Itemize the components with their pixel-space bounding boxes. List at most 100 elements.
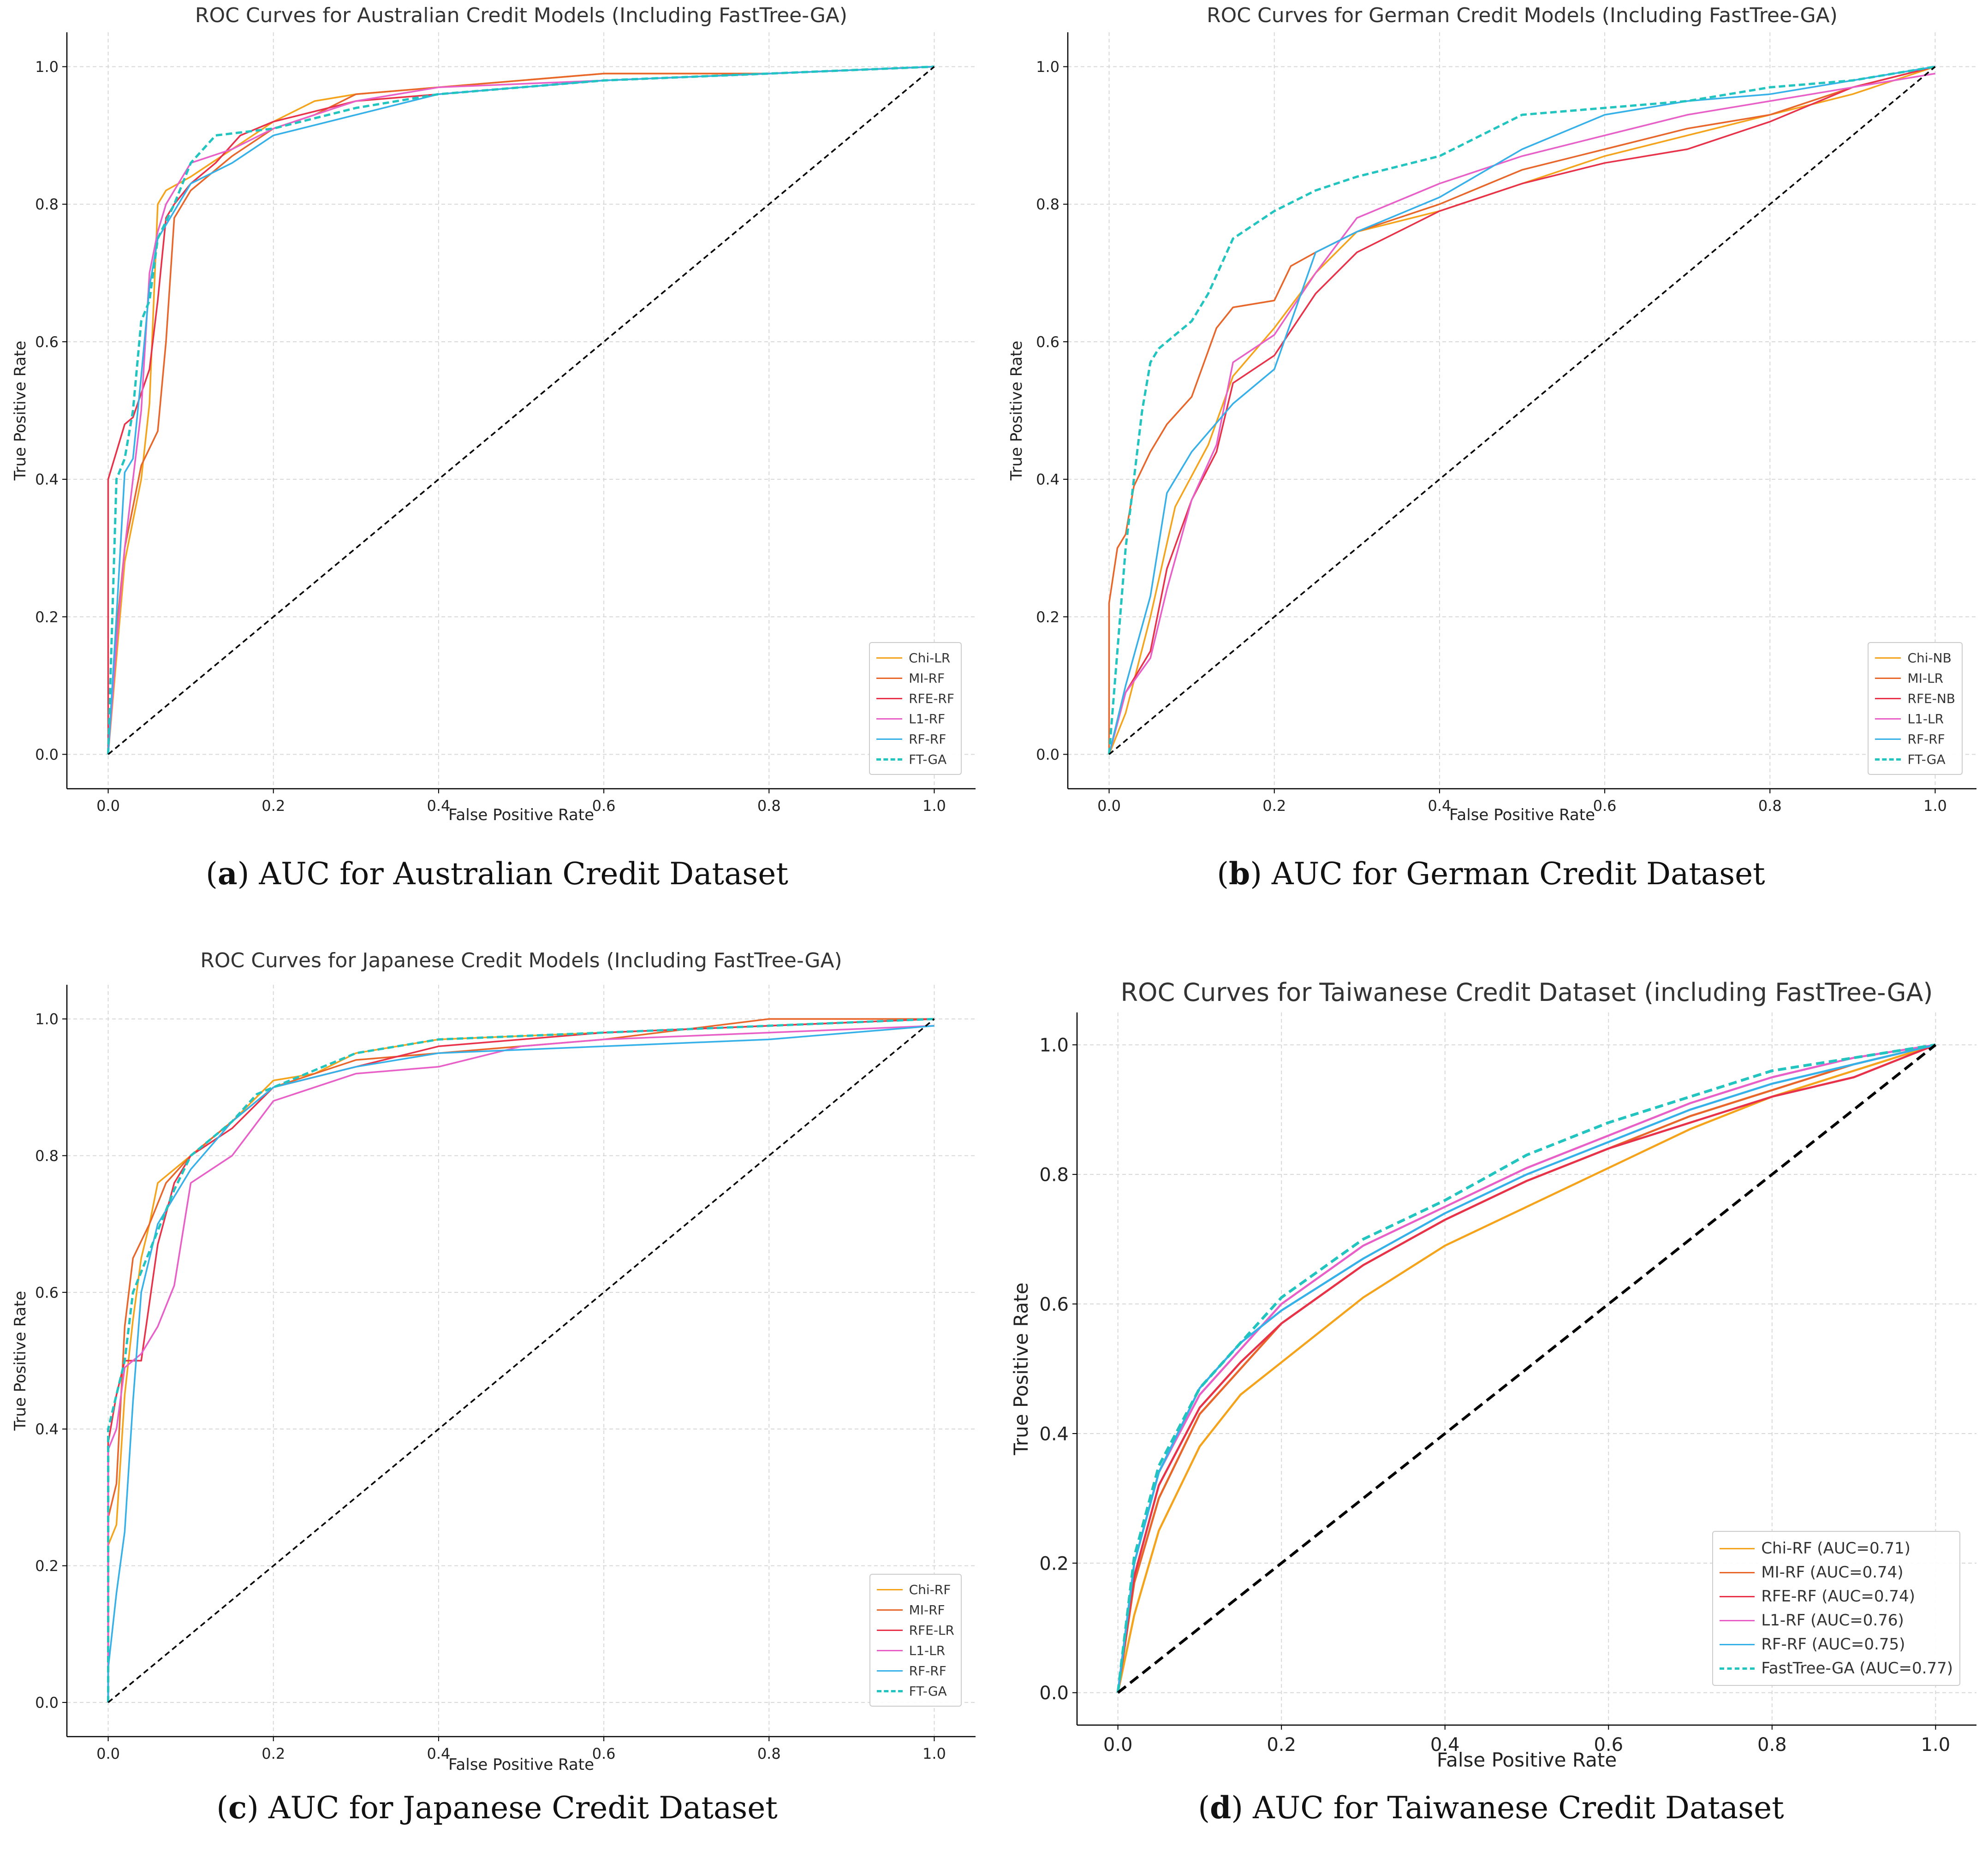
x-tick-label: 0.8 bbox=[757, 797, 781, 815]
caption-letter: b bbox=[1229, 856, 1250, 892]
legend-label: RFE-RF bbox=[909, 690, 954, 706]
legend-item: L1-RF bbox=[876, 708, 954, 729]
panel-japanese: 0.0 0.2 0.4 0.6 0.8 1.0 0.0 0.2 0.4 0.6 0.8 1.0 ROC … bbox=[0, 932, 994, 1857]
legend-label: L1-RF bbox=[909, 711, 946, 726]
x-tick-label: 0.8 bbox=[1758, 797, 1782, 815]
legend-item: RF-RF bbox=[1875, 729, 1955, 749]
y-tick-label: 0.0 bbox=[35, 1694, 59, 1711]
x-tick-label: 1.0 bbox=[1923, 797, 1947, 815]
y-axis-label: True Positive Rate bbox=[11, 341, 30, 481]
legend-swatch bbox=[1720, 1643, 1755, 1645]
caption-text: AUC for Taiwanese Credit Dataset bbox=[1243, 1790, 1784, 1826]
x-tick-label: 1.0 bbox=[923, 1745, 946, 1762]
series-line-rfe-nb bbox=[1108, 65, 1935, 755]
x-tick-label: 0.4 bbox=[427, 1745, 450, 1762]
legend-item: RFE-RF bbox=[876, 688, 954, 708]
figure-caption: (d) AUC for Taiwanese Credit Dataset bbox=[1198, 1790, 1784, 1826]
legend-label: L1-LR bbox=[1907, 711, 1944, 726]
legend-item: RFE-NB bbox=[1875, 688, 1955, 708]
chart-title: ROC Curves for Japanese Credit Models (I… bbox=[200, 949, 842, 972]
legend-label: RF-RF bbox=[909, 731, 946, 747]
legend-label: RF-RF bbox=[909, 1663, 946, 1678]
legend-swatch bbox=[876, 1629, 903, 1631]
legend-label: Chi-NB bbox=[1907, 650, 1952, 666]
legend-label: RFE-NB bbox=[1907, 690, 1955, 706]
y-tick-label: 1.0 bbox=[1039, 1035, 1069, 1056]
x-axis-label: False Positive Rate bbox=[448, 1756, 594, 1774]
legend-item: L1-LR bbox=[876, 1640, 954, 1661]
series-line-ft-ga bbox=[107, 65, 934, 755]
legend-swatch bbox=[876, 1690, 903, 1692]
figure-caption: (a) AUC for Australian Credit Dataset bbox=[206, 856, 788, 892]
y-tick-label: 1.0 bbox=[35, 58, 59, 76]
legend-swatch bbox=[1875, 758, 1901, 761]
legend-item: FT-GA bbox=[1875, 749, 1955, 769]
legend-swatch bbox=[876, 677, 903, 679]
x-tick-label: 1.0 bbox=[923, 797, 946, 815]
y-tick-label: 0.8 bbox=[35, 1147, 59, 1165]
series-line-rfe-rf bbox=[1117, 1044, 1936, 1693]
x-axis-label: False Positive Rate bbox=[1449, 806, 1595, 824]
legend-label: Chi-RF bbox=[909, 1582, 951, 1597]
legend-swatch bbox=[1720, 1571, 1755, 1573]
caption-letter: a bbox=[217, 856, 238, 892]
y-tick-label: 0.6 bbox=[1036, 333, 1059, 351]
legend-label: MI-RF bbox=[909, 670, 945, 686]
series-line-l1-lr bbox=[107, 1025, 934, 1702]
panel-german: 0.0 0.2 0.4 0.6 0.8 1.0 0.0 0.2 0.4 0.6 0.8 1.0 ROC … bbox=[994, 0, 1988, 918]
legend-label: Chi-RF (AUC=0.71) bbox=[1761, 1539, 1911, 1558]
legend-label: L1-RF (AUC=0.76) bbox=[1761, 1611, 1904, 1630]
figure-caption: (b) AUC for German Credit Dataset bbox=[1217, 856, 1765, 892]
x-tick-label: 0.0 bbox=[1103, 1734, 1133, 1756]
legend-swatch bbox=[1875, 738, 1901, 740]
legend-swatch bbox=[1875, 697, 1901, 699]
caption-text: AUC for German Credit Dataset bbox=[1262, 856, 1765, 892]
legend-item: RF-RF bbox=[876, 729, 954, 749]
roc-chart-german: 0.0 0.2 0.4 0.6 0.8 1.0 0.0 0.2 0.4 0.6 0.8 1.0 ROC … bbox=[1007, 4, 1976, 824]
y-tick-label: 0.4 bbox=[1036, 471, 1059, 488]
y-tick-label: 0.8 bbox=[1036, 196, 1059, 213]
y-tick-label: 0.0 bbox=[1039, 1683, 1069, 1704]
y-tick-label: 0.4 bbox=[1039, 1423, 1069, 1445]
y-tick-label: 0.6 bbox=[35, 333, 59, 351]
x-tick-label: 0.0 bbox=[1097, 797, 1121, 815]
y-tick-label: 0.2 bbox=[35, 1557, 59, 1575]
x-tick-label: 0.6 bbox=[592, 1745, 616, 1762]
legend-item: MI-RF bbox=[876, 668, 954, 688]
x-tick-label: 0.2 bbox=[262, 1745, 285, 1762]
legend-label: FT-GA bbox=[909, 751, 947, 767]
legend-item: FastTree-GA (AUC=0.77) bbox=[1720, 1656, 1953, 1680]
x-tick-label: 0.0 bbox=[96, 1745, 120, 1762]
legend-item: Chi-RF bbox=[876, 1579, 954, 1600]
legend-item: MI-LR bbox=[1875, 668, 1955, 688]
legend-label: FT-GA bbox=[909, 1683, 947, 1699]
legend-swatch bbox=[876, 1670, 903, 1672]
legend-swatch bbox=[876, 1609, 903, 1611]
roc-chart-japanese: 0.0 0.2 0.4 0.6 0.8 1.0 0.0 0.2 0.4 0.6 0.8 1.0 ROC … bbox=[11, 949, 976, 1774]
caption-text: AUC for Australian Credit Dataset bbox=[249, 856, 788, 892]
legend-swatch bbox=[1720, 1619, 1755, 1621]
series-line-fasttree-ga bbox=[1116, 1043, 1936, 1693]
legend-label: RFE-LR bbox=[909, 1622, 954, 1638]
legend-swatch bbox=[1720, 1667, 1755, 1670]
x-tick-label: 0.2 bbox=[262, 797, 285, 815]
legend-label: MI-RF (AUC=0.74) bbox=[1761, 1563, 1904, 1582]
chart-legend: Chi-RF MI-RF RFE-LR L1-LR RF-RF FT-GA bbox=[869, 1574, 962, 1707]
legend-label: L1-LR bbox=[909, 1643, 946, 1658]
panel-australian: 0.0 0.2 0.4 0.6 0.8 1.0 0.0 0.2 0.4 0.6 0.8 1.0 ROC … bbox=[0, 0, 994, 918]
roc-chart-taiwanese: 0.0 0.2 0.4 0.6 0.8 1.0 0.0 0.2 0.4 0.6 0.8 1.0 ROC … bbox=[1010, 978, 1976, 1771]
series-line-l1-lr bbox=[1108, 72, 1935, 755]
x-tick-label: 0.2 bbox=[1267, 1734, 1296, 1756]
legend-swatch bbox=[876, 758, 903, 761]
legend-item: Chi-RF (AUC=0.71) bbox=[1720, 1536, 1953, 1560]
series-line-chi-rf bbox=[107, 1018, 934, 1702]
x-tick-label: 0.4 bbox=[427, 797, 450, 815]
y-axis-label: True Positive Rate bbox=[11, 1291, 30, 1431]
x-axis-label: False Positive Rate bbox=[1437, 1749, 1617, 1771]
legend-item: RF-RF bbox=[876, 1661, 954, 1681]
y-tick-label: 0.6 bbox=[35, 1284, 59, 1301]
legend-item: RFE-RF (AUC=0.74) bbox=[1720, 1584, 1953, 1608]
legend-label: RF-RF (AUC=0.75) bbox=[1761, 1635, 1905, 1654]
legend-swatch bbox=[876, 738, 903, 740]
x-tick-label: 0.6 bbox=[592, 797, 616, 815]
